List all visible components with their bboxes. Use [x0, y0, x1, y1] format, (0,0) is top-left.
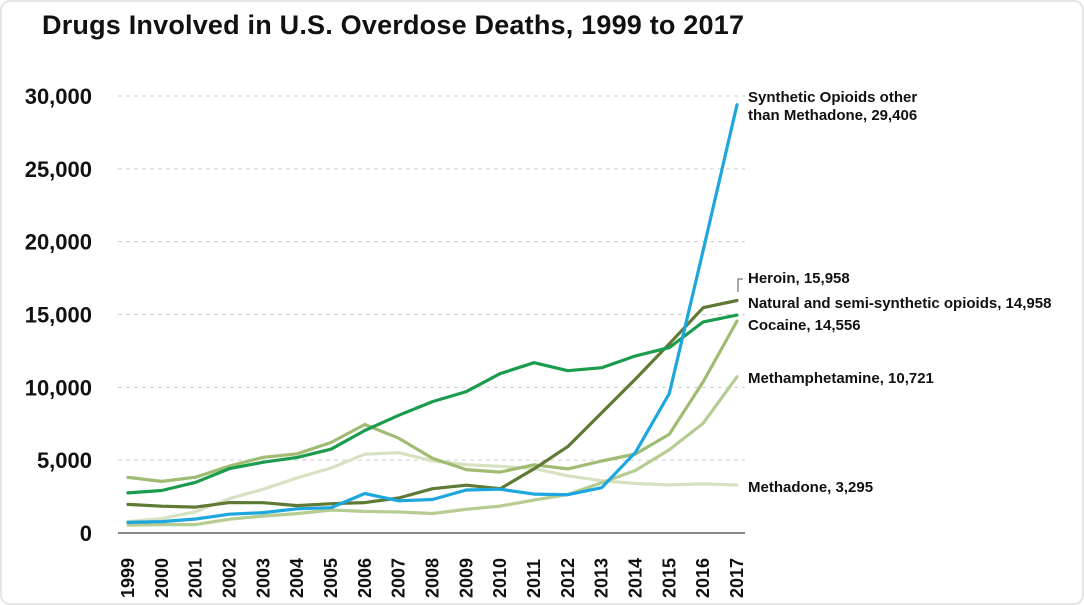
y-tick-label: 5,000 [37, 448, 92, 473]
series-lines [126, 103, 739, 527]
series-label: Methadone, 3,295 [748, 479, 873, 496]
x-tick-label: 2016 [693, 558, 713, 598]
y-tick-label: 25,000 [25, 157, 92, 182]
x-tick-label: 2004 [287, 558, 307, 598]
x-tick-label: 2000 [152, 558, 172, 598]
x-tick-label: 2009 [456, 558, 476, 598]
x-tick-label: 2007 [389, 558, 409, 598]
x-tick-label: 2010 [490, 558, 510, 598]
y-axis-ticks: 0 5,000 10,000 15,000 20,000 25,000 30,000 [25, 84, 92, 546]
series-line-natural-and-semi-synthetic-opioids [126, 313, 739, 495]
chart-title: Drugs Involved in U.S. Overdose Deaths, … [42, 10, 745, 40]
x-tick-label: 2017 [727, 558, 747, 598]
heroin-label-leader [737, 278, 743, 292]
series-line-heroin [126, 298, 739, 509]
series-line-synthetic-opioids-other-than-methadone [126, 103, 739, 525]
series-label: than Methadone, 29,406 [748, 107, 917, 124]
gridlines [118, 95, 745, 461]
x-tick-label: 2011 [524, 559, 544, 598]
x-tick-label: 2012 [558, 558, 578, 598]
y-tick-label: 15,000 [25, 303, 92, 328]
x-tick-label: 1999 [118, 558, 138, 598]
x-tick-label: 2002 [220, 558, 240, 598]
series-label: Natural and semi-synthetic opioids, 14,9… [748, 295, 1051, 312]
y-tick-label: 0 [80, 521, 92, 546]
x-tick-label: 2003 [253, 558, 273, 598]
y-tick-label: 20,000 [25, 230, 92, 255]
y-tick-label: 30,000 [25, 84, 92, 109]
y-tick-label: 10,000 [25, 375, 92, 400]
x-tick-label: 2013 [592, 558, 612, 598]
series-line-methamphetamine [126, 375, 739, 527]
x-tick-label: 2001 [186, 558, 206, 598]
series-label: Heroin, 15,958 [748, 270, 850, 287]
series-label: Cocaine, 14,556 [748, 317, 861, 334]
series-line-methadone [126, 451, 739, 524]
x-tick-label: 2006 [355, 558, 375, 598]
series-label: Methamphetamine, 10,721 [748, 370, 934, 387]
x-tick-label: 2015 [659, 558, 679, 598]
x-tick-label: 2005 [321, 558, 341, 598]
x-tick-label: 2014 [626, 558, 646, 598]
series-label: Synthetic Opioids other [748, 89, 917, 106]
x-tick-label: 2008 [423, 558, 443, 598]
x-axis-ticks: 1999 2000 2001 2002 2003 2004 2005 2006 2007 2008… [118, 558, 747, 598]
